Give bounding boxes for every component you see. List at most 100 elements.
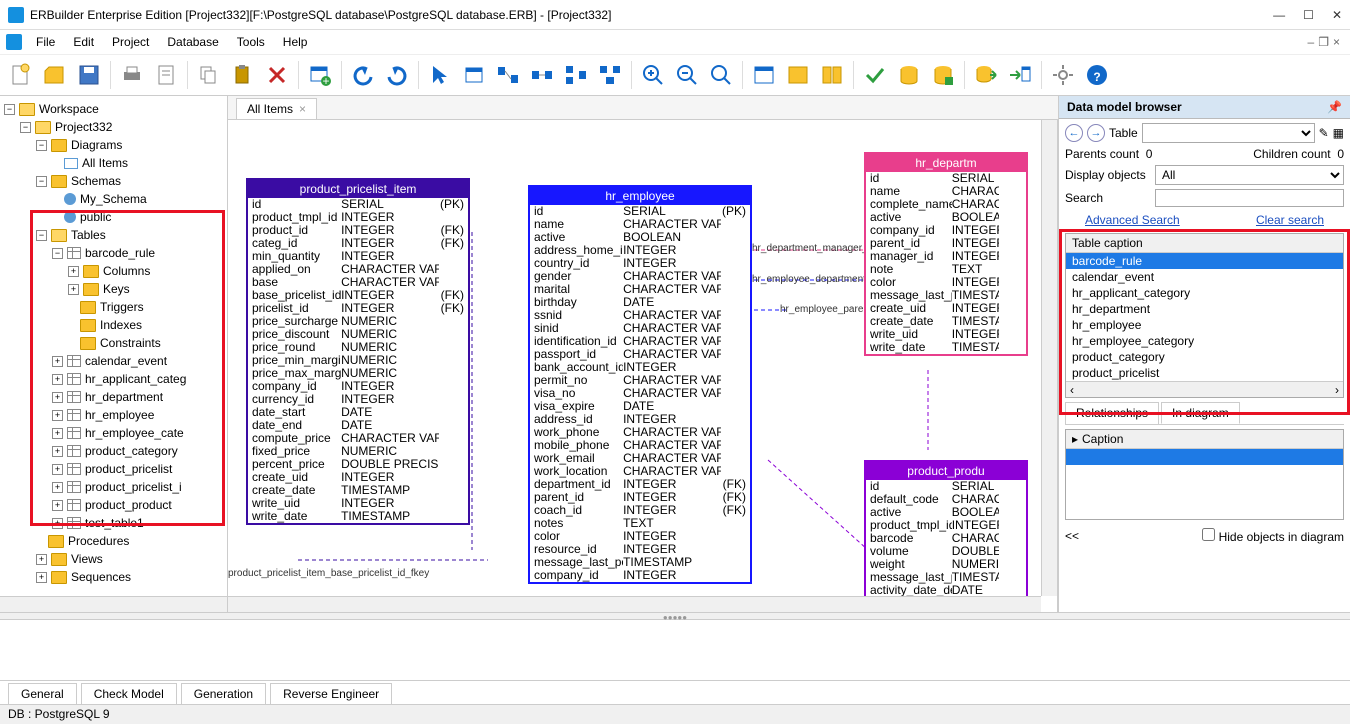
mdi-minimize[interactable]: – — [1308, 35, 1315, 49]
redo-button[interactable] — [382, 60, 412, 90]
er-canvas[interactable]: hr_department_manager_id_fkey hr_employe… — [228, 120, 1058, 612]
table-tool-button[interactable] — [459, 60, 489, 90]
clear-search-link[interactable]: Clear search — [1256, 213, 1324, 227]
tree-table-hr_employee_cate[interactable]: +hr_employee_cate — [0, 424, 227, 442]
in-diagram-tab[interactable]: In diagram — [1161, 402, 1240, 424]
tab-all-items[interactable]: All Items× — [236, 98, 317, 119]
relation3-button[interactable] — [561, 60, 591, 90]
new-button[interactable] — [6, 60, 36, 90]
er-table-hr-department[interactable]: hr_departmidSERIALnameCHARACTcomplete_na… — [864, 152, 1028, 356]
tree-table-test_table1[interactable]: +test_table1 — [0, 514, 227, 532]
menu-file[interactable]: File — [28, 33, 63, 51]
canvas-vscroll[interactable] — [1041, 120, 1057, 596]
relationships-tab[interactable]: Relationships — [1065, 402, 1159, 424]
menu-tools[interactable]: Tools — [229, 33, 273, 51]
tree-table-product_pricelist_i[interactable]: +product_pricelist_i — [0, 478, 227, 496]
tree-table-hr_department[interactable]: +hr_department — [0, 388, 227, 406]
save-button[interactable] — [74, 60, 104, 90]
menu-edit[interactable]: Edit — [65, 33, 102, 51]
goto-icon[interactable]: ▦ — [1333, 126, 1344, 140]
grid-item-product_pricelist[interactable]: product_pricelist — [1066, 365, 1343, 381]
minimize-button[interactable]: — — [1273, 8, 1285, 22]
settings-button[interactable] — [1048, 60, 1078, 90]
maximize-button[interactable]: ☐ — [1303, 8, 1314, 22]
tree-table-hr_applicant_categ[interactable]: +hr_applicant_categ — [0, 370, 227, 388]
tree-procedures[interactable]: Procedures — [68, 534, 129, 548]
btab-generation[interactable]: Generation — [181, 683, 266, 704]
er-table-hr-employee[interactable]: hr_employeeidSERIAL(PK)nameCHARACTER VAR… — [528, 185, 752, 584]
mdi-restore[interactable]: ❐ — [1318, 35, 1329, 49]
tree-table-product_pricelist[interactable]: +product_pricelist — [0, 460, 227, 478]
grid-item-calendar_event[interactable]: calendar_event — [1066, 269, 1343, 285]
edit-icon[interactable]: ✎ — [1319, 126, 1329, 140]
btab-reverse[interactable]: Reverse Engineer — [270, 683, 392, 704]
tree-myschema[interactable]: My_Schema — [80, 192, 147, 206]
tree-triggers[interactable]: Triggers — [100, 300, 144, 314]
tree-indexes[interactable]: Indexes — [100, 318, 142, 332]
relation1-button[interactable] — [493, 60, 523, 90]
tree-table-product_product[interactable]: +product_product — [0, 496, 227, 514]
zoom-in-button[interactable] — [638, 60, 668, 90]
grid-item-hr_employee_category[interactable]: hr_employee_category — [1066, 333, 1343, 349]
delete-button[interactable] — [262, 60, 292, 90]
help-button[interactable]: ? — [1082, 60, 1112, 90]
grid-item-product_category[interactable]: product_category — [1066, 349, 1343, 365]
tree-diagrams[interactable]: Diagrams — [71, 138, 122, 152]
db2-button[interactable] — [928, 60, 958, 90]
table-select[interactable] — [1142, 123, 1315, 143]
workspace-tree[interactable]: −Workspace −Project332 −Diagrams All Ite… — [0, 96, 228, 612]
db4-button[interactable] — [1005, 60, 1035, 90]
hide-checkbox-label[interactable]: Hide objects in diagram — [1202, 528, 1344, 544]
tree-keys[interactable]: Keys — [103, 282, 130, 296]
menu-database[interactable]: Database — [159, 33, 226, 51]
grid-item-hr_department[interactable]: hr_department — [1066, 301, 1343, 317]
db1-button[interactable] — [894, 60, 924, 90]
tab-close-icon[interactable]: × — [299, 102, 306, 116]
check-button[interactable] — [860, 60, 890, 90]
close-button[interactable]: ✕ — [1332, 8, 1342, 22]
tree-all-items[interactable]: All Items — [82, 156, 128, 170]
canvas-hscroll[interactable] — [228, 596, 1041, 612]
pointer-button[interactable] — [425, 60, 455, 90]
tree-public[interactable]: public — [80, 210, 111, 224]
tree-barcode-rule[interactable]: barcode_rule — [85, 246, 155, 260]
tree-tables[interactable]: Tables — [71, 228, 106, 242]
hide-checkbox[interactable] — [1202, 528, 1215, 541]
paste-button[interactable] — [228, 60, 258, 90]
tree-table-calendar_event[interactable]: +calendar_event — [0, 352, 227, 370]
zoom-fit-button[interactable] — [706, 60, 736, 90]
print-button[interactable] — [117, 60, 147, 90]
mdi-close[interactable]: × — [1333, 35, 1340, 49]
search-input[interactable] — [1155, 189, 1344, 207]
tree-table-hr_employee[interactable]: +hr_employee — [0, 406, 227, 424]
layout2-button[interactable] — [783, 60, 813, 90]
layout1-button[interactable] — [749, 60, 779, 90]
grid-item-hr_employee[interactable]: hr_employee — [1066, 317, 1343, 333]
btab-check[interactable]: Check Model — [81, 683, 177, 704]
collapse-button[interactable]: << — [1065, 529, 1079, 543]
relation2-button[interactable] — [527, 60, 557, 90]
tables-grid[interactable]: Table caption barcode_rulecalendar_event… — [1065, 233, 1344, 398]
btab-general[interactable]: General — [8, 683, 77, 704]
db3-button[interactable] — [971, 60, 1001, 90]
tree-columns[interactable]: Columns — [103, 264, 150, 278]
tree-workspace[interactable]: Workspace — [39, 102, 99, 116]
tree-table-product_category[interactable]: +product_category — [0, 442, 227, 460]
tree-scrollbar[interactable] — [0, 596, 227, 612]
add-table-button[interactable]: + — [305, 60, 335, 90]
er-table-product-product[interactable]: product_produidSERIALdefault_codeCHARACT… — [864, 460, 1028, 599]
nav-back-button[interactable]: ← — [1065, 124, 1083, 142]
caption-grid[interactable]: ▸Caption — [1065, 429, 1344, 520]
er-table-pricelist-item[interactable]: product_pricelist_itemidSERIAL(PK)produc… — [246, 178, 470, 525]
relation4-button[interactable] — [595, 60, 625, 90]
pin-icon[interactable]: 📌 — [1327, 100, 1342, 114]
nav-fwd-button[interactable]: → — [1087, 124, 1105, 142]
horizontal-splitter[interactable]: ●●●●● — [0, 612, 1350, 620]
layout3-button[interactable] — [817, 60, 847, 90]
display-select[interactable]: All — [1155, 165, 1344, 185]
menu-help[interactable]: Help — [275, 33, 316, 51]
tree-constraints[interactable]: Constraints — [100, 336, 161, 350]
tree-views[interactable]: Views — [71, 552, 103, 566]
grid-hscroll[interactable]: ‹› — [1066, 381, 1343, 397]
caption-selected-row[interactable] — [1066, 449, 1343, 465]
